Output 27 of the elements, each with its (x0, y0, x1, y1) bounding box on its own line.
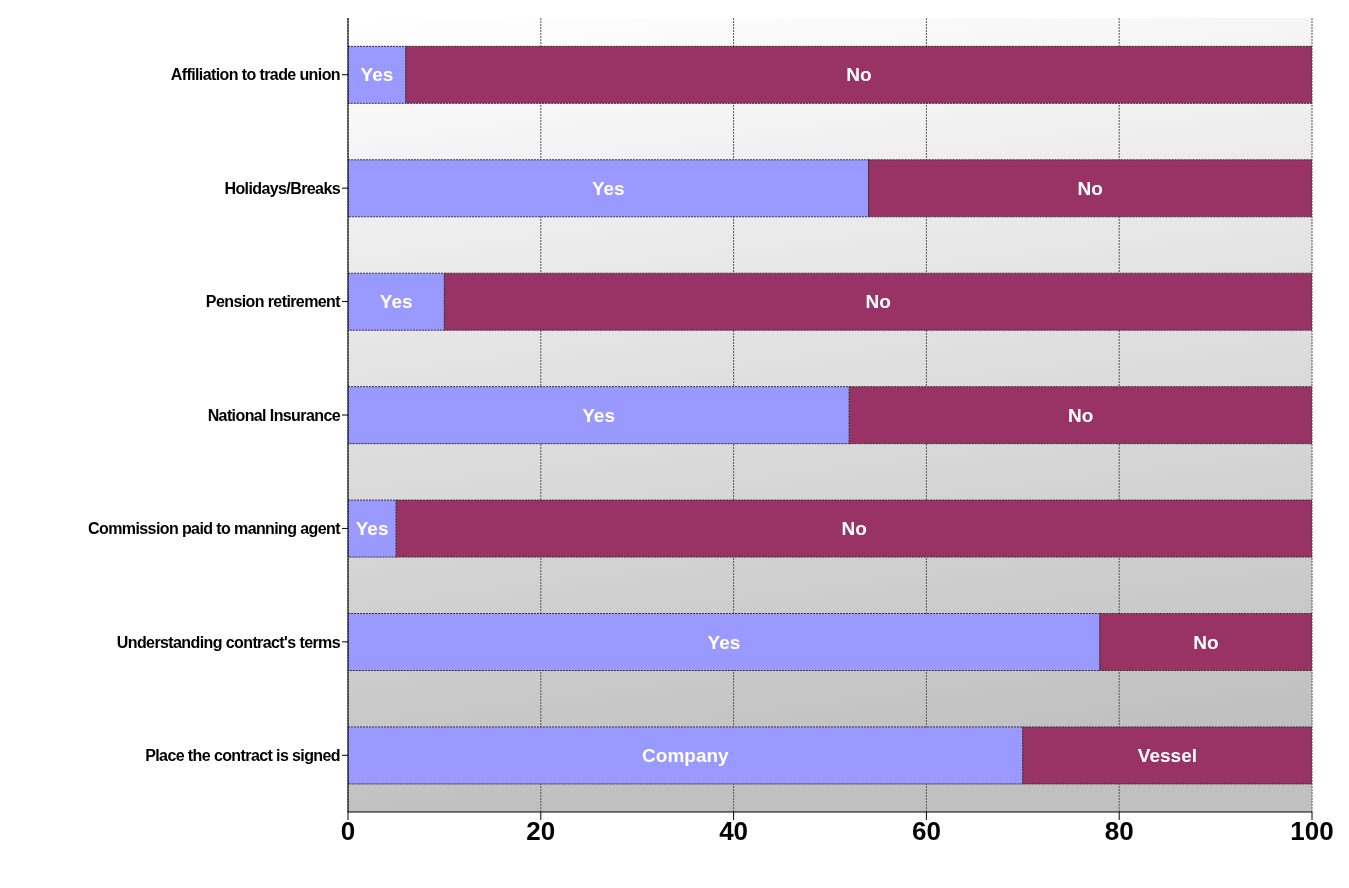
y-tick-label: National Insurance (207, 406, 341, 424)
data-label: Yes (707, 631, 741, 653)
data-label: Yes (379, 291, 413, 313)
x-tick-label: 20 (526, 816, 556, 847)
data-label: No (865, 291, 891, 313)
y-tick-label: Pension retirement (205, 293, 342, 311)
data-label: No (1193, 631, 1219, 653)
y-tick-label: Commission paid to manning agent (88, 520, 342, 538)
data-label: Vessel (1137, 744, 1197, 766)
data-label: Yes (582, 404, 616, 426)
y-tick-label: Place the contract is signed (145, 746, 340, 764)
data-label: No (1077, 177, 1103, 199)
data-label: Yes (360, 64, 394, 86)
data-label: No (1067, 404, 1094, 426)
x-tick-label: 0 (340, 816, 356, 847)
x-tick-label: 60 (911, 816, 941, 847)
x-tick-label: 80 (1104, 816, 1134, 847)
data-label: No (846, 64, 872, 86)
y-tick-label: Holidays/Breaks (224, 179, 341, 197)
x-tick-label: 40 (719, 816, 749, 847)
x-tick-label: 100 (1290, 816, 1334, 847)
data-label: Company (642, 744, 730, 766)
data-label: Yes (591, 177, 625, 199)
data-label: No (841, 518, 867, 540)
data-label: Yes (355, 518, 389, 540)
y-tick-label: Understanding contract's terms (116, 633, 341, 651)
y-tick-label: Affiliation to trade union (170, 66, 340, 84)
